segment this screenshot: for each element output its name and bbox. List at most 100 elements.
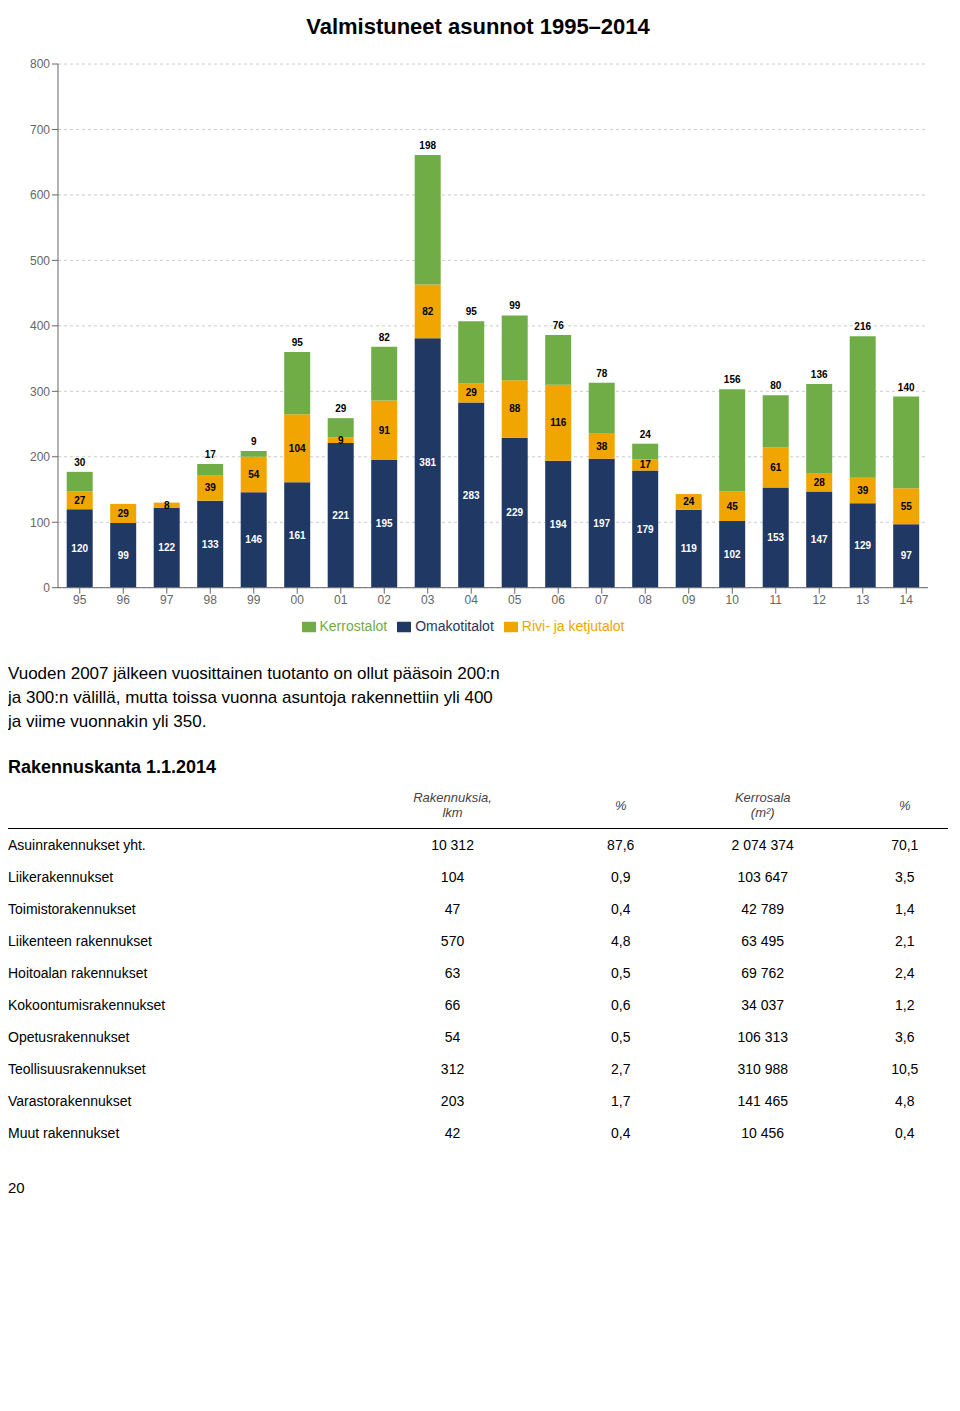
svg-text:82: 82 — [422, 306, 434, 317]
svg-text:9: 9 — [251, 436, 257, 447]
svg-text:17: 17 — [205, 449, 217, 460]
svg-text:28: 28 — [814, 477, 826, 488]
html-text:87,6: 87,6 — [607, 837, 635, 854]
html-text:Vuoden 2007 jälkeen vuosittain: Vuoden 2007 jälkeen vuosittainen tuotant… — [8, 664, 500, 731]
svg-text:129: 129 — [854, 540, 871, 551]
svg-text:01: 01 — [334, 593, 348, 607]
svg-text:119: 119 — [681, 543, 698, 554]
svg-text:179: 179 — [637, 524, 654, 535]
svg-text:133: 133 — [202, 539, 219, 550]
svg-text:95: 95 — [466, 306, 478, 317]
svg-text:27: 27 — [74, 495, 86, 506]
svg-text:800: 800 — [30, 57, 50, 71]
svg-text:116: 116 — [550, 417, 567, 428]
svg-text:216: 216 — [854, 321, 871, 332]
svg-text:24: 24 — [640, 429, 652, 440]
html-text:Rakennuksia, lkm: Rakennuksia, lkm — [413, 790, 492, 821]
svg-text:122: 122 — [158, 542, 175, 553]
svg-text:14: 14 — [900, 593, 914, 607]
svg-text:11: 11 — [770, 593, 783, 607]
svg-text:30: 30 — [74, 457, 86, 468]
svg-text:197: 197 — [593, 518, 610, 529]
svg-text:95: 95 — [292, 337, 304, 348]
svg-text:38: 38 — [596, 441, 608, 452]
svg-text:99: 99 — [118, 550, 130, 561]
svg-text:88: 88 — [509, 403, 521, 414]
svg-text:381: 381 — [419, 457, 436, 468]
svg-text:29: 29 — [466, 387, 478, 398]
svg-text:120: 120 — [71, 543, 88, 554]
svg-text:147: 147 — [811, 534, 828, 545]
svg-text:153: 153 — [767, 532, 784, 543]
svg-text:76: 76 — [553, 320, 565, 331]
svg-text:195: 195 — [376, 518, 393, 529]
svg-text:700: 700 — [30, 123, 50, 137]
svg-text:12: 12 — [813, 593, 827, 607]
svg-text:300: 300 — [30, 385, 50, 399]
html-text:2 074 374: 2 074 374 — [731, 837, 794, 854]
svg-text:05: 05 — [508, 593, 522, 607]
svg-text:24: 24 — [683, 496, 695, 507]
svg-text:161: 161 — [289, 530, 306, 541]
svg-text:99: 99 — [509, 300, 521, 311]
svg-text:198: 198 — [419, 140, 436, 151]
svg-text:0: 0 — [43, 581, 50, 595]
svg-text:9: 9 — [338, 435, 344, 446]
html-text:Valmistuneet asunnot 1995–2014: Valmistuneet asunnot 1995–2014 — [306, 14, 650, 39]
svg-text:8: 8 — [164, 500, 170, 511]
svg-text:39: 39 — [857, 485, 869, 496]
svg-text:136: 136 — [811, 369, 828, 380]
svg-text:29: 29 — [118, 508, 130, 519]
svg-text:283: 283 — [463, 490, 480, 501]
svg-text:97: 97 — [901, 550, 913, 561]
svg-text:78: 78 — [596, 368, 608, 379]
svg-text:39: 39 — [205, 482, 217, 493]
svg-text:146: 146 — [245, 534, 262, 545]
svg-text:02: 02 — [378, 593, 392, 607]
svg-text:400: 400 — [30, 319, 50, 333]
svg-text:06: 06 — [552, 593, 566, 607]
svg-text:102: 102 — [724, 549, 741, 560]
svg-text:100: 100 — [30, 516, 50, 530]
html-text:Rakennuskanta 1.1.2014: Rakennuskanta 1.1.2014 — [8, 757, 217, 778]
svg-text:13: 13 — [856, 593, 870, 607]
html-text:Rivi- ja ketjutalot: Rivi- ja ketjutalot — [521, 617, 625, 634]
svg-text:104: 104 — [289, 443, 306, 454]
svg-text:200: 200 — [30, 450, 50, 464]
html-text:Kerrosala (m²): Kerrosala (m²) — [734, 790, 791, 821]
svg-text:91: 91 — [379, 425, 391, 436]
svg-text:80: 80 — [770, 380, 782, 391]
svg-text:99: 99 — [247, 593, 261, 607]
svg-text:229: 229 — [506, 507, 523, 518]
svg-text:09: 09 — [682, 593, 696, 607]
html-text:Kerrostalot: Kerrostalot — [319, 617, 388, 634]
svg-text:97: 97 — [160, 593, 174, 607]
svg-text:600: 600 — [30, 188, 50, 202]
svg-text:156: 156 — [724, 374, 741, 385]
svg-text:29: 29 — [335, 403, 347, 414]
svg-text:194: 194 — [550, 519, 567, 530]
html-text:70,1: 70,1 — [891, 837, 919, 854]
svg-text:17: 17 — [640, 459, 652, 470]
svg-text:82: 82 — [379, 332, 391, 343]
svg-text:54: 54 — [248, 469, 260, 480]
svg-text:55: 55 — [901, 501, 913, 512]
svg-text:96: 96 — [117, 593, 131, 607]
html-text:10 312: 10 312 — [431, 837, 474, 854]
svg-text:08: 08 — [639, 593, 653, 607]
html-text:Liikerakennukset: Liikerakennukset — [8, 869, 114, 886]
svg-text:04: 04 — [465, 593, 479, 607]
svg-text:00: 00 — [291, 593, 305, 607]
svg-text:221: 221 — [332, 510, 349, 521]
svg-text:45: 45 — [727, 501, 739, 512]
svg-text:10: 10 — [726, 593, 740, 607]
svg-text:500: 500 — [30, 254, 50, 268]
html-text:Omakotitalot: Omakotitalot — [415, 617, 494, 634]
svg-text:03: 03 — [421, 593, 435, 607]
svg-text:95: 95 — [73, 593, 87, 607]
svg-text:140: 140 — [898, 382, 915, 393]
svg-text:07: 07 — [595, 593, 609, 607]
html-text:Asuinrakennukset yht.: Asuinrakennukset yht. — [8, 837, 146, 854]
svg-text:61: 61 — [770, 462, 782, 473]
svg-text:98: 98 — [204, 593, 218, 607]
